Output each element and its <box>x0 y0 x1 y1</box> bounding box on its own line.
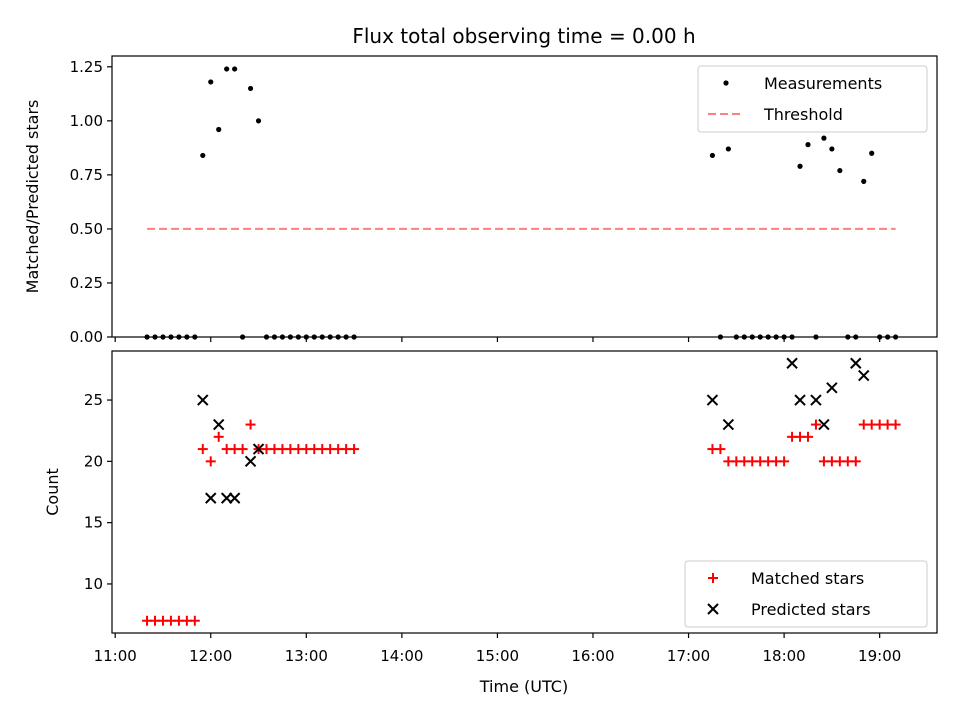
legend-entry: Measurements <box>764 74 882 93</box>
data-point <box>255 118 262 124</box>
data-point <box>858 369 870 382</box>
legend-symbol <box>708 573 718 583</box>
x-tick-label: 11:00 <box>94 647 137 665</box>
top-y-axis-title: Matched/Predicted stars <box>23 100 42 294</box>
data-point <box>837 167 843 174</box>
x-tick-label: 17:00 <box>667 647 710 665</box>
top-legend: Measurements Threshold <box>697 65 928 133</box>
top-y-tick-label: 1.25 <box>70 58 103 76</box>
data-point <box>205 492 217 504</box>
data-point <box>802 431 813 442</box>
legend-box <box>684 560 928 628</box>
data-point <box>237 444 248 455</box>
legend-entry: Matched stars <box>751 569 864 588</box>
chart-title: Flux total observing time = 0.00 h <box>352 24 695 48</box>
data-point <box>779 456 790 467</box>
top-y-tick-label: 1.00 <box>70 112 103 130</box>
x-tick-label: 14:00 <box>380 647 423 665</box>
data-point <box>245 419 256 430</box>
legend-box <box>697 65 928 133</box>
data-point <box>216 126 222 133</box>
bottom-series-predicted-stars <box>197 357 870 504</box>
bottom-plot-frame <box>111 350 938 634</box>
top-plot-frame <box>111 55 938 338</box>
data-point <box>826 382 838 394</box>
bottom-panel: 11:00 12:00 13:00 14:00 15:00 16:00 17:00 18:00… <box>43 350 938 665</box>
x-tick-label: 12:00 <box>189 647 232 665</box>
top-y-tick-label: 0.50 <box>70 220 103 238</box>
data-point <box>200 152 206 159</box>
data-point <box>349 444 360 455</box>
data-point <box>247 85 254 92</box>
x-tick-label: 15:00 <box>476 647 519 665</box>
data-point <box>850 357 862 369</box>
data-point <box>228 492 241 504</box>
data-point <box>213 431 224 442</box>
data-point <box>869 150 875 156</box>
x-axis-title: Time (UTC) <box>479 677 568 696</box>
data-point <box>224 66 230 72</box>
bottom-y-tick-label: 20 <box>84 452 103 470</box>
data-point <box>861 178 867 184</box>
data-point <box>722 418 735 431</box>
data-point <box>232 66 238 72</box>
data-point <box>197 394 209 406</box>
legend-symbol <box>707 603 719 615</box>
legend-entry: Predicted stars <box>751 600 871 619</box>
data-point <box>189 615 200 626</box>
data-point <box>850 456 861 467</box>
data-point <box>244 455 257 468</box>
data-point <box>205 456 216 467</box>
data-point <box>810 419 821 430</box>
bottom-y-tick-label: 25 <box>84 391 103 409</box>
legend-symbol <box>723 80 729 86</box>
bottom-y-tick-label: 15 <box>84 514 103 532</box>
data-point <box>208 79 214 85</box>
bottom-y-tick-label: 10 <box>84 575 103 593</box>
bottom-legend: Matched stars Predicted stars <box>684 560 928 628</box>
top-y-tick-label: 0.00 <box>70 328 103 346</box>
legend-entry: Threshold <box>763 105 843 124</box>
data-point <box>715 444 726 455</box>
data-point <box>818 418 830 431</box>
top-y-tick-label: 0.75 <box>70 166 103 184</box>
x-tick-label: 19:00 <box>858 647 901 665</box>
data-point <box>810 394 822 406</box>
data-point <box>829 146 835 152</box>
data-point <box>725 146 731 152</box>
data-point <box>797 163 803 169</box>
data-point <box>252 443 265 455</box>
data-point <box>794 394 806 406</box>
top-y-tick-label: 0.25 <box>70 274 103 292</box>
x-tick-label: 16:00 <box>571 647 614 665</box>
data-point <box>213 418 225 431</box>
data-point <box>821 135 827 141</box>
x-tick-label: 18:00 <box>762 647 805 665</box>
data-point <box>805 142 811 148</box>
data-point <box>706 394 719 406</box>
data-point <box>197 444 208 455</box>
data-point <box>890 419 901 430</box>
x-tick-label: 13:00 <box>285 647 328 665</box>
data-point <box>709 152 716 159</box>
bottom-y-axis-title: Count <box>43 468 62 516</box>
top-panel: 0.00 0.25 0.50 0.75 1.00 1.25 Matched/Predicte… <box>23 55 938 346</box>
data-point <box>786 357 798 369</box>
